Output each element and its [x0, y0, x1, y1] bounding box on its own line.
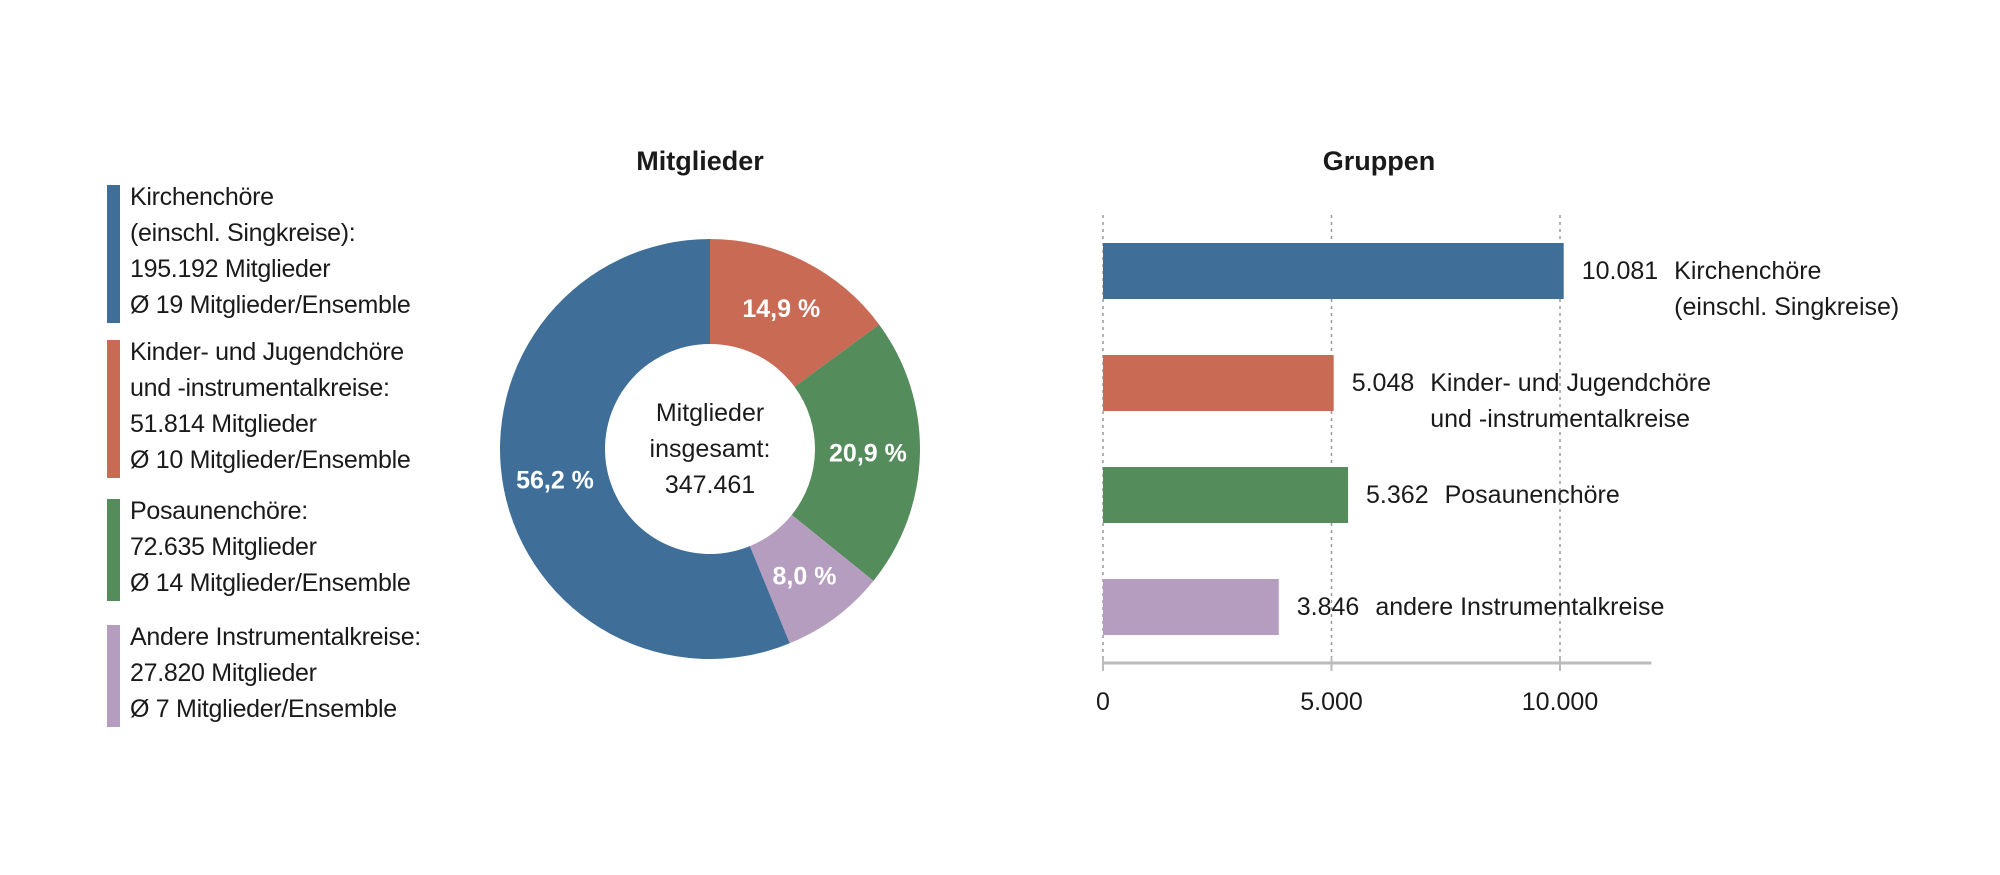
legend-line: Posaunenchöre:	[130, 497, 308, 525]
legend-line: 51.814 Mitglieder	[130, 410, 317, 438]
slice-label: 56,2 %	[516, 467, 594, 495]
legend-line: Andere Instrumentalkreise:	[130, 623, 421, 651]
bar	[1103, 243, 1564, 299]
category-label: (einschl. Singkreise)	[1674, 293, 1899, 321]
legend-line: 195.192 Mitglieder	[130, 255, 331, 283]
legend-line: Ø 7 Mitglieder/Ensemble	[130, 695, 397, 723]
legend-line: 72.635 Mitglieder	[130, 533, 317, 561]
category-label: Kirchenchöre	[1674, 257, 1821, 285]
category-label: und -instrumentalkreise	[1430, 405, 1690, 433]
center-label: Mitglieder	[656, 399, 764, 427]
bar-title: Gruppen	[1322, 146, 1436, 176]
legend-line: Ø 10 Mitglieder/Ensemble	[130, 446, 411, 474]
slice-label: 20,9 %	[829, 439, 907, 467]
slice-label: 14,9 %	[742, 295, 820, 323]
value-label: 3.846	[1297, 593, 1360, 621]
legend-text: Kinder- und Jugendchöre und -instrumental…	[130, 334, 411, 478]
legend-line: Kirchenchöre	[130, 183, 274, 211]
donut-slice	[749, 514, 874, 644]
tick-label: 0	[1096, 688, 1110, 716]
legend-line: Ø 14 Mitglieder/Ensemble	[130, 569, 411, 597]
donut-slice	[791, 324, 921, 581]
category-label: Kinder- und Jugendchöre	[1430, 369, 1711, 397]
tick-label: 10.000	[1522, 688, 1598, 716]
slice-label: 8,0 %	[773, 563, 837, 591]
legend-line: und -instrumentalkreise:	[130, 374, 390, 402]
legend-swatch	[107, 185, 120, 323]
center-label: 347.461	[665, 471, 755, 499]
center-label: insgesamt:	[650, 435, 771, 463]
value-label: 5.048	[1352, 369, 1415, 397]
category-label: andere Instrumentalkreise	[1375, 593, 1664, 621]
legend-swatch	[107, 625, 120, 727]
donut-chart: 14,9 % 20,9 % 8,0 % 56,2 % Mitglieder insgesa…	[500, 239, 921, 659]
legend-text: Andere Instrumentalkreise: 27.820 Mitglie…	[130, 619, 421, 727]
legend-line: (einschl. Singkreise):	[130, 219, 356, 247]
legend-text: Posaunenchöre: 72.635 Mitglieder Ø 14 Mitg…	[130, 493, 411, 601]
legend-swatch	[107, 499, 120, 601]
donut-slice	[710, 239, 880, 387]
donut-title: Mitglieder	[636, 146, 764, 176]
legend-line: 27.820 Mitglieder	[130, 659, 317, 687]
category-label: Posaunenchöre	[1445, 481, 1620, 509]
tick-label: 5.000	[1300, 688, 1363, 716]
bar	[1103, 467, 1349, 523]
bar	[1103, 579, 1279, 635]
legend-line: Ø 19 Mitglieder/Ensemble	[130, 291, 411, 319]
legend-text: Kirchenchöre (einschl. Singkreise): 195.19…	[130, 179, 411, 323]
legend-swatch	[107, 340, 120, 478]
donut-slice	[500, 239, 790, 659]
bar	[1103, 355, 1334, 411]
legend-line: Kinder- und Jugendchöre	[130, 338, 404, 366]
value-label: 5.362	[1366, 481, 1429, 509]
value-label: 10.081	[1582, 257, 1658, 285]
